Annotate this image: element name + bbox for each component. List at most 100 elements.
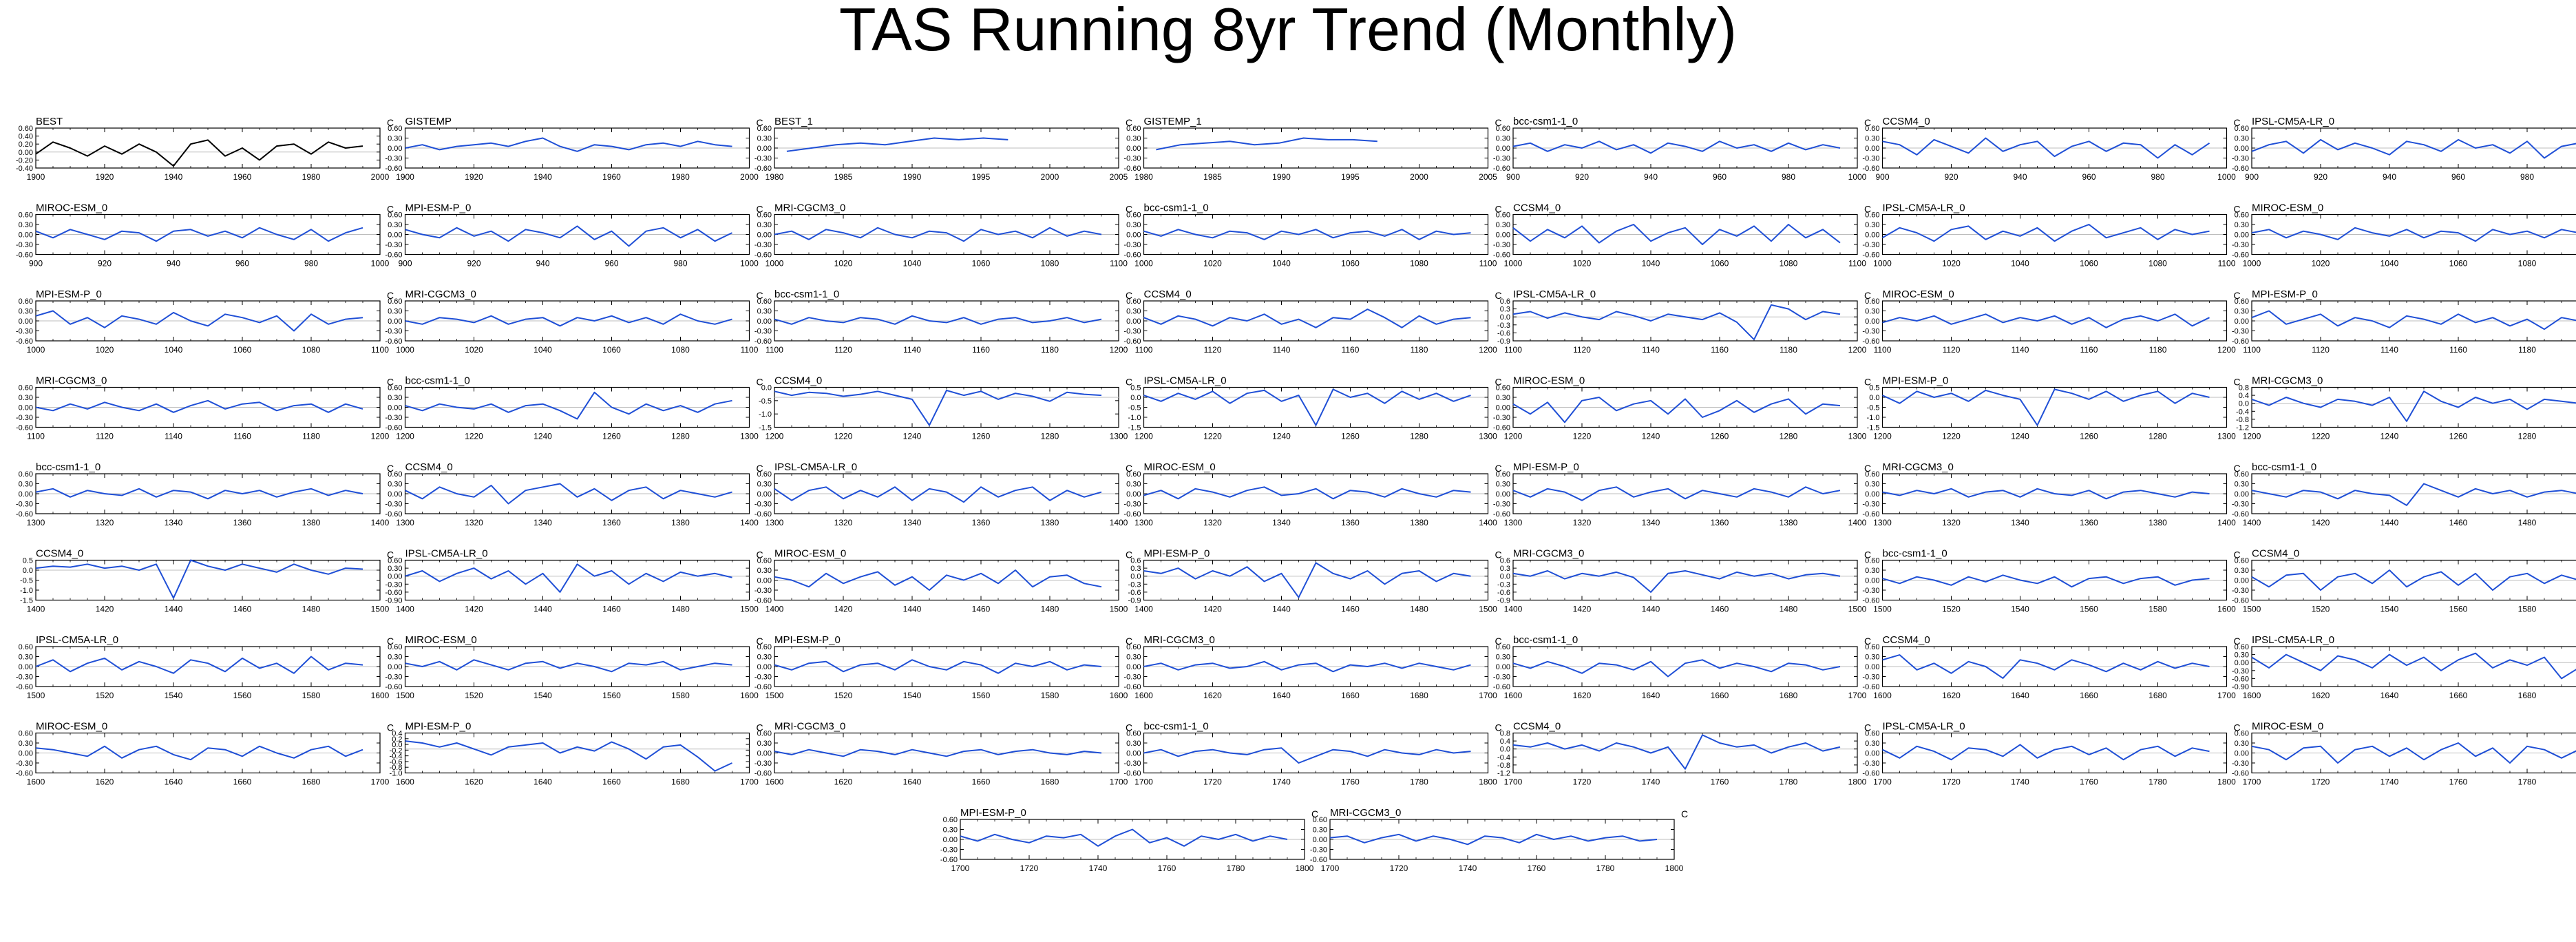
x-tick-label: 1660: [2449, 691, 2468, 700]
x-tick-label: 1920: [96, 172, 114, 182]
y-tick-label: -0.30: [16, 673, 33, 682]
series-line: [774, 315, 1102, 325]
x-tick-label: 1640: [2011, 691, 2029, 700]
x-tick-label: 920: [467, 259, 481, 269]
y-tick-label: 0.30: [388, 653, 402, 662]
x-tick-label: 1040: [2011, 259, 2029, 269]
units-label: C: [1495, 550, 1502, 561]
x-tick-label: 1620: [1573, 691, 1592, 700]
x-tick-label: 920: [98, 259, 112, 269]
x-tick-label: 1280: [671, 432, 690, 441]
x-tick-label: 1300: [396, 518, 414, 527]
subplot-title: MPI-ESM-P_0: [2252, 289, 2318, 300]
series-line: [405, 313, 732, 327]
y-tick-label: 0.60: [1865, 730, 1879, 738]
x-tick-label: 1620: [96, 777, 114, 787]
y-tick-label: 0.00: [1865, 317, 1879, 326]
subplot-title: bcc-csm1-1_0: [774, 289, 839, 300]
x-tick-label: 900: [1506, 172, 1520, 182]
x-tick-label: 1280: [2518, 432, 2537, 441]
units-label: C: [387, 636, 394, 647]
units-label: C: [1495, 463, 1502, 474]
y-tick-label: -0.60: [754, 337, 772, 346]
y-tick-label: 0.6: [1500, 297, 1510, 306]
y-tick-label: -0.60: [1862, 251, 1879, 260]
y-tick-label: -0.90: [2232, 683, 2249, 691]
x-tick-label: 1380: [1780, 518, 1798, 527]
units-label: C: [1126, 722, 1132, 733]
y-tick-label: 0.00: [19, 317, 33, 326]
y-tick-label: 0.60: [1126, 211, 1141, 220]
units-label: C: [1126, 463, 1132, 474]
y-tick-label: 0.00: [757, 490, 772, 499]
units-label: C: [387, 463, 394, 474]
x-tick-label: 1300: [1134, 518, 1153, 527]
y-tick-label: -0.30: [754, 760, 772, 768]
x-tick-label: 1700: [1873, 777, 1892, 787]
x-tick-label: 1340: [1642, 518, 1660, 527]
plot-frame: [1512, 732, 1858, 774]
x-tick-label: 1985: [834, 172, 853, 182]
y-tick-label: -0.8: [1497, 762, 1510, 770]
subplot-title: MPI-ESM-P_0: [774, 634, 841, 646]
y-tick-label: -0.5: [20, 577, 33, 585]
subplot-title: bcc-csm1-1_0: [36, 461, 101, 473]
x-tick-label: 1680: [302, 777, 321, 787]
x-tick-label: 1700: [740, 777, 759, 787]
x-tick-label: 1280: [1041, 432, 1059, 441]
units-label: C: [1864, 290, 1871, 301]
y-tick-label: -0.30: [754, 241, 772, 249]
series-line: [405, 563, 732, 593]
x-tick-label: 1660: [233, 777, 252, 787]
y-tick-label: -0.60: [754, 770, 772, 778]
x-tick-label: 1040: [903, 259, 922, 269]
x-tick-label: 1200: [1479, 345, 1497, 355]
subplot-title: MIROC-ESM_0: [405, 634, 477, 646]
series-line: [405, 740, 732, 772]
x-tick-label: 1200: [1873, 432, 1892, 441]
y-tick-label: -1.0: [759, 410, 772, 419]
x-tick-label: 1360: [1711, 518, 1729, 527]
y-tick-label: 0.30: [388, 135, 402, 143]
x-tick-label: 1660: [602, 777, 621, 787]
x-tick-label: 1620: [834, 777, 853, 787]
subplot-48: IPSL-CM5A-LR_0 C0.600.300.00-0.30-0.60-0.…: [2232, 634, 2576, 700]
x-tick-label: 1200: [766, 432, 784, 441]
x-tick-label: 1360: [602, 518, 621, 527]
y-tick-label: 0.30: [1496, 135, 1510, 143]
y-tick-label: -0.30: [1123, 328, 1141, 336]
subplot-title: MRI-CGCM3_0: [1330, 807, 1401, 819]
y-tick-label: 0.30: [1496, 653, 1510, 662]
subplot-title: bcc-csm1-1_0: [1883, 548, 1947, 560]
series-line: [774, 227, 1102, 242]
x-tick-label: 1180: [1041, 345, 1059, 355]
units-label: C: [757, 550, 763, 561]
units-label: C: [2234, 463, 2241, 474]
x-tick-label: 2000: [1410, 172, 1428, 182]
x-tick-label: 1160: [2080, 345, 2098, 355]
x-tick-label: 920: [1944, 172, 1958, 182]
x-tick-label: 1000: [1873, 259, 1892, 269]
y-tick-label: 0.0: [1869, 394, 1879, 402]
y-tick-label: -0.30: [2232, 760, 2249, 768]
x-tick-label: 1680: [1780, 691, 1798, 700]
y-tick-label: 0.0: [2239, 400, 2249, 408]
y-tick-label: 0.30: [1865, 740, 1879, 748]
x-tick-label: 1380: [302, 518, 321, 527]
x-tick-label: 1340: [2011, 518, 2029, 527]
y-tick-label: 0.60: [1313, 816, 1327, 824]
page-title: TAS Running 8yr Trend (Monthly): [838, 0, 1738, 63]
y-tick-label: 0.60: [388, 384, 402, 392]
x-tick-label: 1300: [1110, 432, 1128, 441]
subplot-30: IPSL-CM5A-LR_0 C0.600.300.00-0.30-0.60130…: [754, 461, 1132, 527]
x-tick-label: 1000: [766, 259, 784, 269]
x-tick-label: 1420: [2312, 518, 2330, 527]
x-tick-label: 1560: [233, 691, 252, 700]
